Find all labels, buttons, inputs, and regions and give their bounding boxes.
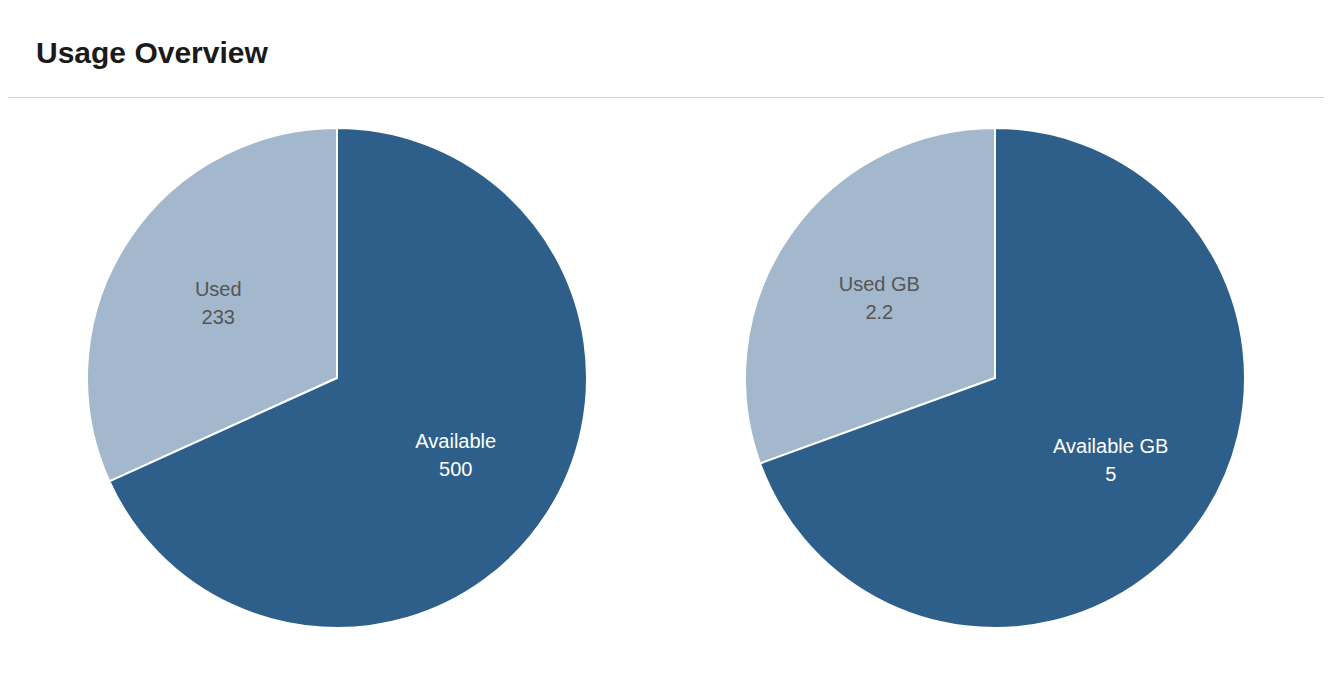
svg-text:Available500: Available500: [415, 430, 496, 480]
svg-text:Available GB5: Available GB5: [1053, 435, 1168, 485]
svg-text:Used233: Used233: [195, 278, 242, 328]
svg-text:Used GB2.2: Used GB2.2: [839, 273, 920, 323]
html-text:Usage Overview: Usage Overview: [36, 35, 268, 69]
